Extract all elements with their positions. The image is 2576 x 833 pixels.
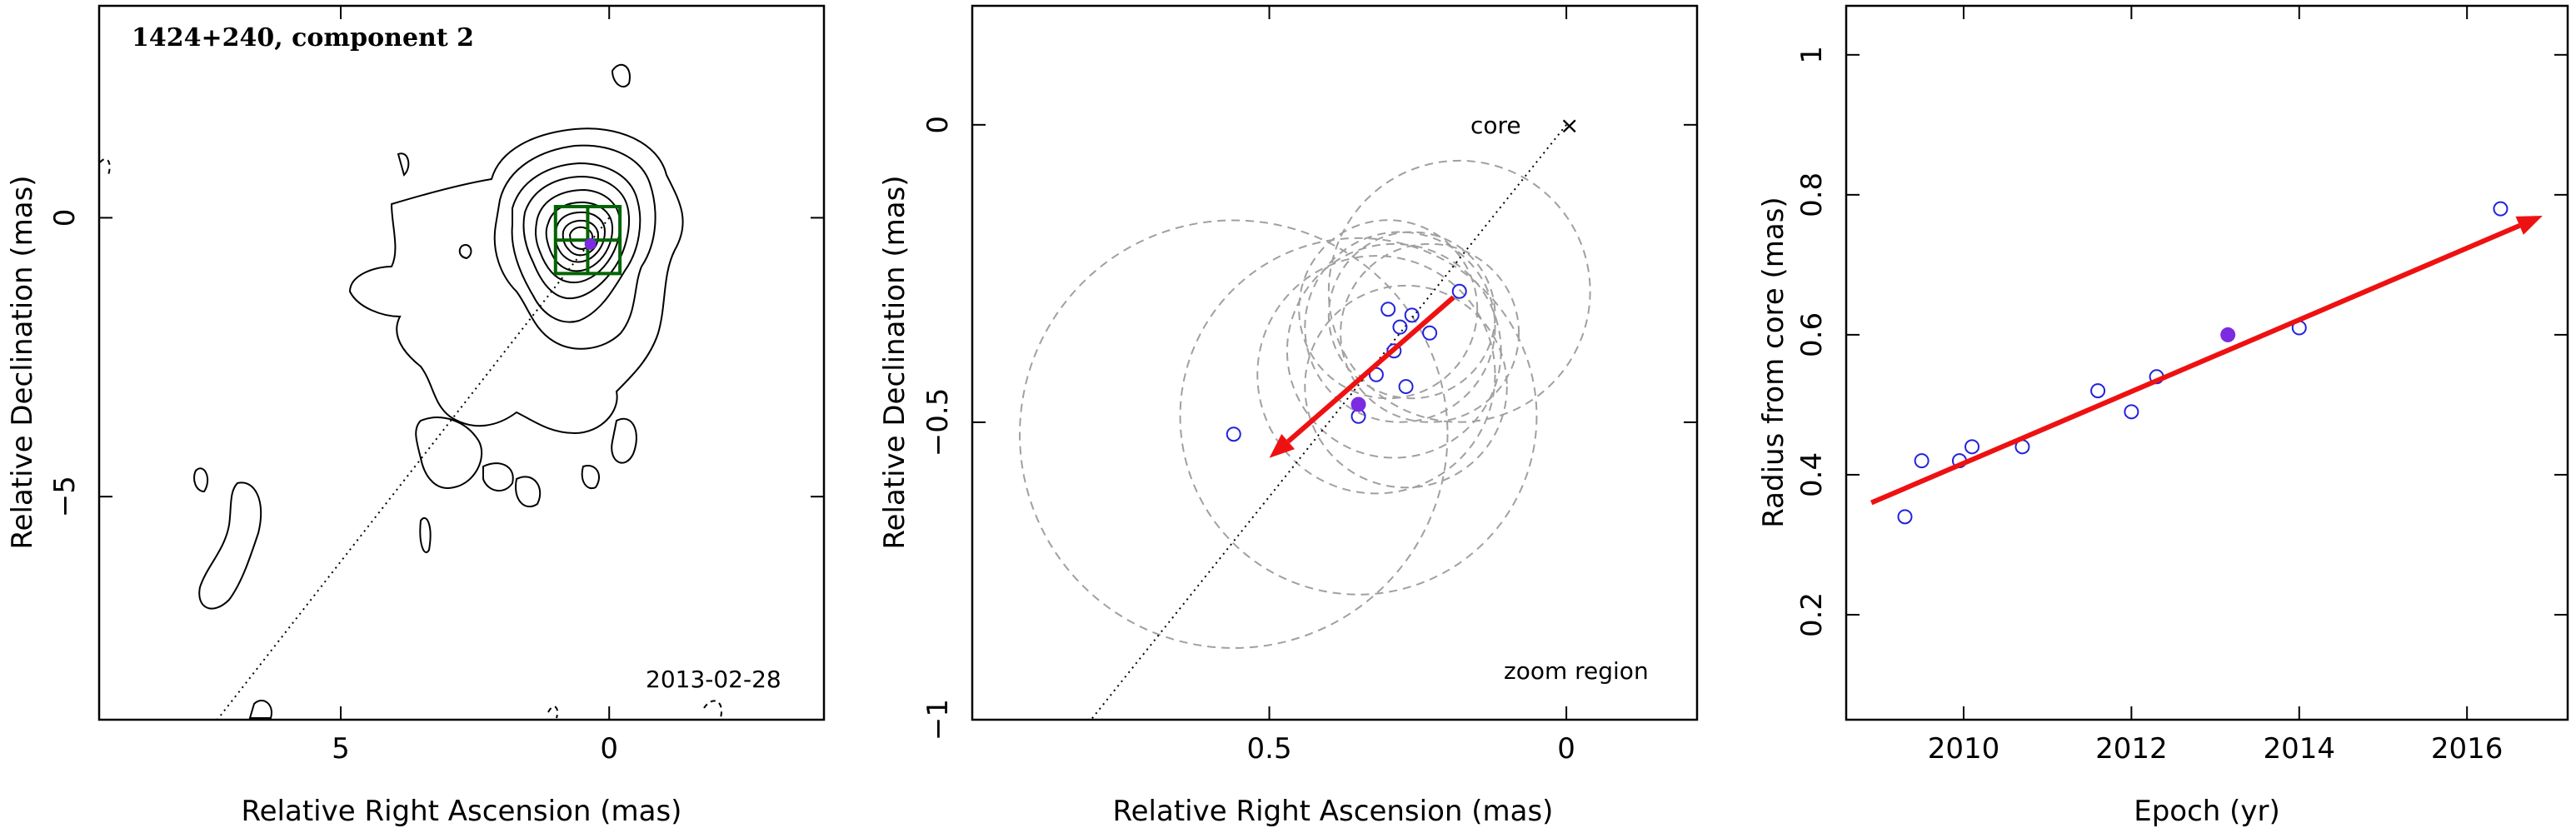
error-circle (1327, 159, 1591, 423)
contour-blob-b (611, 63, 631, 87)
contour-blob-g (515, 476, 542, 508)
y-tick-label: 0.2 (1795, 592, 1829, 637)
panel-2-points (1226, 283, 1467, 442)
panel-2-ylabel: Relative Declination (mas) (878, 175, 911, 549)
panel-1-date-annotation: 2013-02-28 (646, 666, 781, 693)
contour-outer (348, 127, 684, 435)
panel-2-frame (971, 4, 1699, 721)
data-point (1226, 426, 1241, 442)
contour-blob-l (248, 700, 272, 719)
panel-1-title: 1424+240, component 2 (132, 23, 474, 52)
data-point (1404, 307, 1420, 323)
y-tick-label: 0 (921, 116, 955, 134)
y-tick-label: 0.8 (1795, 172, 1829, 217)
panel-1-contours (193, 63, 684, 719)
panel-3-xlabel: Epoch (yr) (2134, 795, 2280, 828)
data-point (1380, 302, 1396, 317)
contour-blob-d (611, 417, 637, 464)
y-tick-label: 0.6 (1795, 312, 1829, 357)
data-point (1392, 319, 1408, 335)
contour-blob-a (397, 152, 410, 177)
panel-2-motion-arrow (1269, 295, 1455, 458)
arrow-shaft (1870, 223, 2521, 506)
error-circle (1304, 284, 1508, 489)
contour-4 (522, 175, 630, 300)
y-tick-label: 1 (1795, 46, 1829, 64)
contour-blob-j (193, 467, 209, 493)
panel-1-xlabel: Relative Right Ascension (mas) (242, 795, 682, 828)
panel-2: 0.5 0 0 −0.5 −1 core × zoom region Relative … (878, 4, 1699, 828)
contour-5 (535, 188, 622, 283)
panel-3-ticks: 2010 2012 2014 2016 0.2 0.4 0.6 0.8 1 (1795, 6, 2568, 766)
error-circle (1340, 242, 1520, 423)
error-circle (1179, 237, 1538, 596)
error-circle (1304, 231, 1496, 423)
panel-1-ylabel: Relative Declination (mas) (6, 175, 39, 549)
panel-2-highlight-point (1350, 397, 1366, 412)
data-point (1964, 439, 1980, 455)
x-tick-label: 2010 (1928, 732, 2000, 766)
contour-blob-k (419, 517, 432, 553)
x-tick-label: 0 (600, 732, 618, 766)
data-point (1897, 509, 1913, 525)
panel-1-dashed-contours (99, 158, 722, 719)
data-point (1451, 283, 1467, 299)
panel-3-ylabel: Radius from core (mas) (1757, 197, 1790, 527)
error-circle (1298, 219, 1479, 400)
data-point (1386, 343, 1402, 359)
contour-2 (493, 144, 656, 350)
panel-2-xlabel: Relative Right Ascension (mas) (1113, 795, 1554, 828)
panel-1-ticks: 5 0 0 −5 (48, 6, 824, 766)
error-circle (1327, 231, 1496, 400)
panel-2-jet-direction-line (1090, 124, 1567, 721)
data-point (2090, 383, 2106, 399)
contour-6 (545, 201, 614, 272)
x-tick-label: 0 (1557, 732, 1575, 766)
panel-3-frame (1845, 4, 2569, 721)
panel-2-error-circles (1019, 159, 1591, 649)
y-tick-label: −5 (48, 476, 82, 517)
arrow-head (2515, 216, 2543, 235)
data-point (2493, 201, 2509, 217)
panel-1-jet-direction-line (216, 217, 611, 721)
panel-2-zoom-label: zoom region (1504, 657, 1649, 685)
panel-3-highlight-point (2220, 327, 2236, 342)
x-tick-label: 2012 (2095, 732, 2168, 766)
panel-2-ticks: 0.5 0 0 −0.5 −1 (921, 6, 1697, 766)
x-tick-label: 5 (332, 732, 350, 766)
panel-1: 5 0 0 −5 (6, 4, 826, 828)
panel-1-frame (97, 4, 826, 721)
data-point (2124, 404, 2139, 420)
y-tick-label: −1 (921, 699, 955, 741)
panel-1-component-marker (584, 237, 597, 250)
error-circle (1019, 219, 1449, 649)
data-point (1398, 379, 1414, 395)
contour-blob-h (581, 465, 600, 490)
contour-blob-i (198, 481, 262, 610)
panel-3: 2010 2012 2014 2016 0.2 0.4 0.6 0.8 1 Epoch (yr)… (1757, 4, 2569, 828)
y-tick-label: 0 (48, 209, 82, 227)
data-point (1422, 325, 1438, 341)
panel-2-core-label: core (1470, 112, 1521, 139)
arrow-shaft (1286, 295, 1455, 444)
contour-blob-f (482, 462, 514, 491)
panel-3-fit-arrow (1870, 216, 2543, 506)
contour-blob-e (415, 416, 483, 489)
y-tick-label: −0.5 (921, 388, 955, 457)
arrow-head (1269, 434, 1295, 458)
error-circle (1256, 255, 1496, 495)
contour-3 (511, 162, 642, 323)
x-tick-label: 2014 (2264, 732, 2336, 766)
panel-2-core-cross: × (1560, 112, 1579, 139)
contour-7 (553, 211, 607, 263)
x-tick-label: 0.5 (1247, 732, 1292, 766)
x-tick-label: 2016 (2431, 732, 2504, 766)
y-tick-label: 0.4 (1795, 452, 1829, 497)
data-point (1914, 453, 1930, 469)
contour-blob-c (458, 244, 472, 260)
